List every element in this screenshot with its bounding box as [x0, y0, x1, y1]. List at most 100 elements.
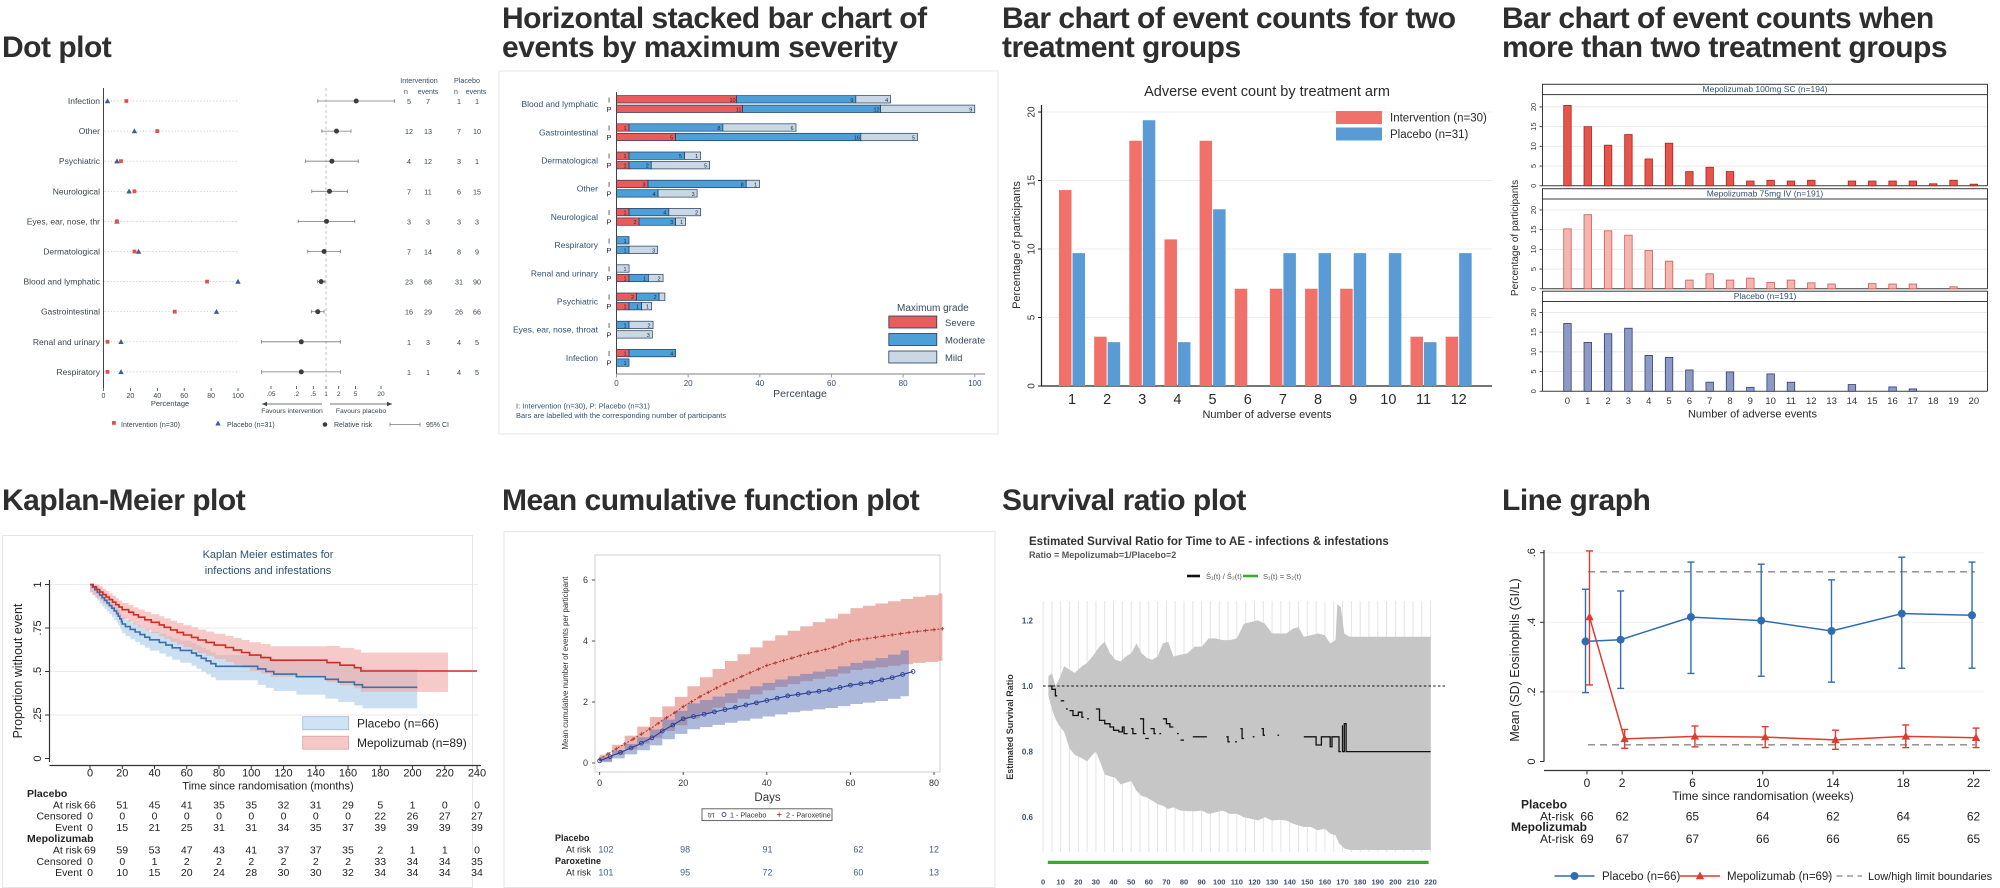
svg-text:Bar chart of event counts for: Bar chart of event counts for two [1002, 2, 1456, 35]
svg-text:5: 5 [475, 338, 479, 347]
svg-text:2 - Paroxetine: 2 - Paroxetine [786, 811, 831, 820]
svg-text:Neurological: Neurological [551, 212, 598, 222]
svg-text:19: 19 [1948, 396, 1959, 407]
svg-text:P: P [606, 218, 611, 227]
svg-text:11: 11 [424, 187, 431, 196]
svg-text:23: 23 [405, 278, 413, 287]
svg-text:7: 7 [426, 97, 430, 106]
svg-text:35: 35 [471, 856, 483, 868]
svg-text:40: 40 [153, 393, 161, 400]
svg-text:20: 20 [127, 393, 135, 400]
svg-text:95% CI: 95% CI [426, 422, 449, 429]
svg-text:0: 0 [1041, 878, 1045, 887]
svg-text:.6: .6 [1526, 548, 1538, 557]
svg-text:P: P [606, 246, 611, 255]
svg-text:Blood and lymphatic: Blood and lymphatic [23, 277, 100, 287]
svg-text:1: 1 [636, 305, 639, 311]
svg-text:25: 25 [181, 822, 193, 834]
svg-text:0.8: 0.8 [1022, 748, 1034, 757]
svg-text:Placebo: Placebo [1521, 798, 1567, 812]
svg-text:1: 1 [1585, 396, 1590, 407]
svg-text:Paroxetine: Paroxetine [555, 856, 601, 866]
svg-text:62: 62 [853, 845, 863, 855]
svg-text:0: 0 [474, 845, 480, 857]
svg-text:0: 0 [119, 856, 125, 868]
svg-text:1: 1 [442, 845, 448, 857]
svg-text:35: 35 [213, 799, 225, 811]
svg-text:Line graph: Line graph [1502, 484, 1650, 517]
svg-text:7: 7 [457, 127, 461, 136]
svg-text:26: 26 [407, 811, 419, 823]
svg-text:0.6: 0.6 [1022, 813, 1034, 822]
svg-text:Time since randomisation (mont: Time since randomisation (months) [182, 781, 353, 793]
svg-text:39: 39 [471, 822, 483, 834]
svg-text:0: 0 [87, 768, 93, 780]
svg-text:0: 0 [474, 799, 480, 811]
svg-text:Placebo (n=191): Placebo (n=191) [1734, 291, 1797, 301]
svg-text:30: 30 [1092, 878, 1100, 887]
svg-text:31: 31 [455, 278, 463, 287]
svg-text:Infection: Infection [68, 96, 100, 106]
svg-text:1: 1 [754, 182, 757, 188]
svg-text:5: 5 [377, 799, 383, 811]
svg-text:1: 1 [426, 368, 430, 377]
svg-text:47: 47 [181, 845, 193, 857]
svg-text:17: 17 [1908, 396, 1919, 407]
svg-text:15: 15 [473, 187, 481, 196]
svg-text:6: 6 [583, 575, 588, 585]
svg-text:35: 35 [342, 845, 354, 857]
svg-text:72: 72 [762, 868, 772, 878]
svg-text:95: 95 [680, 868, 690, 878]
svg-text:events by maximum severity: events by maximum severity [502, 31, 898, 64]
svg-text:At risk: At risk [566, 868, 592, 878]
svg-text:21: 21 [149, 822, 161, 834]
svg-text:60: 60 [827, 379, 836, 388]
svg-text:1: 1 [410, 845, 416, 857]
svg-text:0: 0 [102, 393, 106, 400]
svg-text:3: 3 [647, 333, 650, 339]
svg-text:18: 18 [1928, 396, 1939, 407]
svg-text:infections and infestations: infections and infestations [205, 565, 332, 577]
svg-text:2: 2 [648, 323, 651, 329]
svg-text:67: 67 [1615, 832, 1629, 846]
svg-text:91: 91 [762, 845, 772, 855]
svg-text:0: 0 [87, 811, 93, 823]
svg-text:P: P [606, 105, 611, 114]
svg-text:6: 6 [1244, 392, 1252, 408]
svg-text:3: 3 [652, 248, 655, 254]
svg-text:9: 9 [850, 98, 853, 104]
svg-text:7: 7 [407, 248, 411, 257]
svg-text:90: 90 [1197, 878, 1205, 887]
svg-text:2: 2 [646, 164, 649, 170]
svg-text:8: 8 [741, 182, 744, 188]
svg-text:1: 1 [643, 277, 646, 283]
svg-text:15: 15 [1027, 175, 1038, 187]
svg-text:1: 1 [624, 126, 627, 132]
svg-text:1: 1 [646, 305, 649, 311]
svg-text:80: 80 [929, 778, 939, 788]
svg-text:0: 0 [583, 758, 588, 768]
svg-text:50: 50 [1127, 878, 1135, 887]
svg-text:Event: Event [55, 867, 82, 879]
svg-text:Other: Other [577, 184, 598, 194]
svg-text:53: 53 [149, 845, 161, 857]
svg-text:20: 20 [678, 778, 688, 788]
svg-text:66: 66 [84, 799, 96, 811]
svg-text:13: 13 [424, 127, 432, 136]
svg-text:14: 14 [1826, 776, 1840, 790]
svg-text:8: 8 [717, 126, 720, 132]
svg-text:10: 10 [729, 98, 735, 104]
svg-text:Psychiatric: Psychiatric [557, 296, 599, 306]
svg-text:37: 37 [342, 822, 354, 834]
svg-text:Maximum grade: Maximum grade [897, 303, 969, 314]
svg-text:20: 20 [116, 768, 128, 780]
svg-text:2: 2 [184, 856, 190, 868]
svg-text:31: 31 [245, 822, 257, 834]
svg-text:0: 0 [87, 867, 93, 879]
svg-text:Other: Other [79, 126, 100, 136]
svg-text:100: 100 [232, 393, 244, 400]
svg-text:Mean cumulative function plot: Mean cumulative function plot [502, 484, 920, 517]
svg-text:Days: Days [754, 792, 780, 804]
svg-text:80: 80 [213, 768, 225, 780]
svg-text:34: 34 [278, 822, 290, 834]
